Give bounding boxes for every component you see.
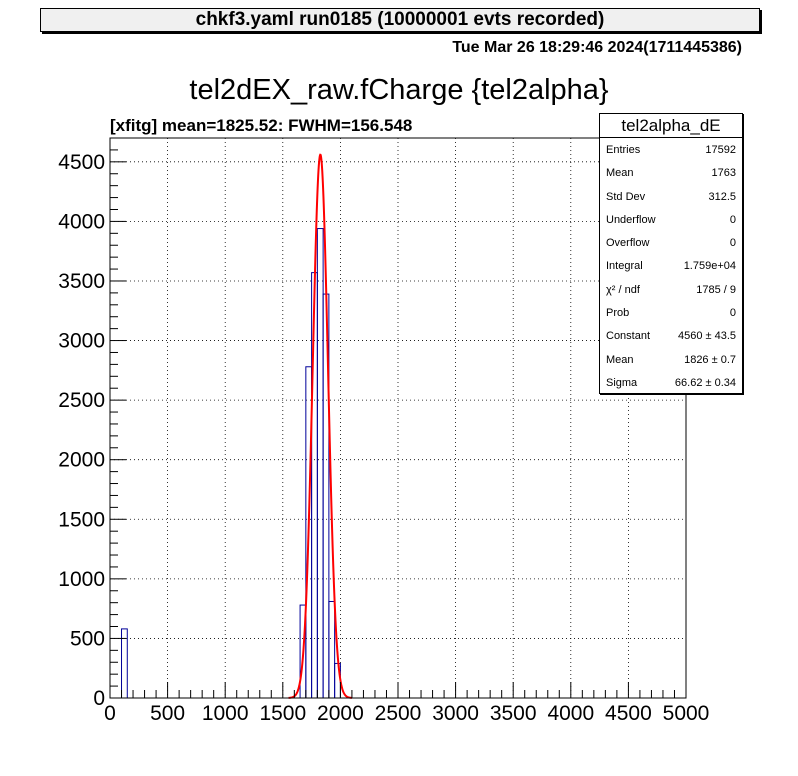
stats-label: Overflow [606,237,650,250]
grid [110,138,686,698]
stats-value: 1785 / 9 [696,283,736,296]
y-tick-label: 2500 [58,389,105,412]
stats-title: tel2alpha_dE [600,114,742,138]
histogram-bin [316,228,324,699]
y-tick-label: 4500 [58,151,105,174]
x-tick-label: 3000 [432,702,479,725]
x-tick-label: 4000 [547,702,594,725]
stats-label: Mean [606,167,634,180]
stats-label: Std Dev [606,190,646,203]
stats-row: Underflow 0 [600,208,742,231]
fit-curve-layer [288,153,352,699]
stats-label: Mean [606,353,634,366]
stats-value: 4560 ± 43.5 [677,330,736,343]
stats-label: Sigma [606,376,638,389]
stats-value: 0 [729,237,736,250]
stats-row: Entries 17592 [600,138,742,161]
x-tick-label: 500 [150,702,185,725]
y-tick-label: 500 [70,627,105,650]
x-tick-label: 2000 [317,702,364,725]
stats-row: Std Dev 312.5 [600,185,742,208]
stats-value: 17592 [705,144,736,156]
stats-label: Integral [606,260,643,273]
stats-label: Entries [606,144,641,156]
x-tick-label: 4500 [605,702,652,725]
stats-label: Prob [606,307,630,320]
stats-label: Underflow [606,213,656,226]
stats-value: 312.5 [708,190,736,203]
stats-value: 0 [729,307,736,320]
x-tick-label: 5000 [663,702,710,725]
stats-row: Constant 4560 ± 43.5 [600,324,742,347]
x-tick-label: 0 [104,702,116,725]
gaussian-fit-curve [288,153,352,699]
canvas-banner: chkf3.yaml run0185 (10000001 evts record… [40,8,760,32]
stats-label: χ² / ndf [606,283,640,296]
y-tick-label: 1000 [58,568,105,591]
y-tick-label: 0 [93,687,105,710]
stats-value: 0 [729,213,736,226]
y-tick-label: 3500 [58,270,105,293]
stats-value: 1826 ± 0.7 [684,353,736,366]
stats-row: Sigma 66.62 ± 0.34 [600,371,742,394]
stats-row: Integral 1.759e+04 [600,254,742,277]
stats-row: Overflow 0 [600,231,742,254]
y-tick-label: 4000 [58,210,105,233]
stats-value: 1763 [711,167,736,180]
x-tick-label: 1500 [259,702,306,725]
axes: 0 500 1000 1500 2000 2500 3000 3500 4000 4500 5000… [58,137,710,725]
timestamp: Tue Mar 26 18:29:46 2024(1711445386) [452,39,742,56]
stats-box: tel2alpha_dE Entries 17592 Mean 1763 Std Dev… [599,113,743,394]
x-tick-label: 1000 [202,702,249,725]
stats-label: Constant [606,330,651,343]
plot-title: tel2dEX_raw.fCharge {tel2alpha} [189,74,609,106]
stats-rows: Entries 17592 Mean 1763 Std Dev 312.5 Underflo… [600,138,742,394]
fit-summary: [xfitg] mean=1825.52: FWHM=156.548 [110,116,413,135]
stats-value: 1.759e+04 [683,260,736,273]
y-tick-label: 2000 [58,449,105,472]
histogram-bars [121,228,341,699]
y-tick-label: 1500 [58,508,105,531]
stats-row: Mean 1826 ± 0.7 [600,348,742,371]
stats-row: Mean 1763 [600,161,742,184]
histogram-bin [328,600,336,699]
x-tick-label: 3500 [490,702,537,725]
y-tick-label: 3000 [58,330,105,353]
stats-row: Prob 0 [600,301,742,324]
x-tick-label: 2500 [375,702,422,725]
stats-value: 66.62 ± 0.34 [674,376,736,389]
stats-row: χ² / ndf 1785 / 9 [600,278,742,301]
histogram-bin [121,628,128,699]
